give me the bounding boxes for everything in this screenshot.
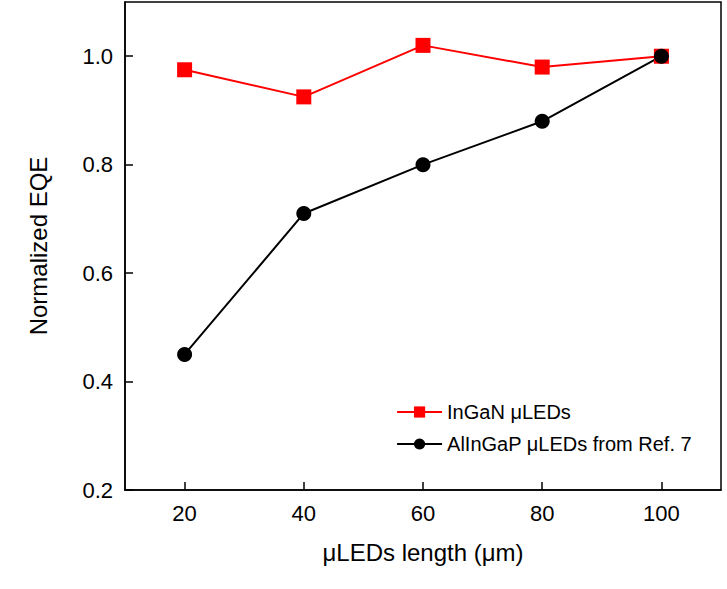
svg-text:0.2: 0.2 [82, 478, 113, 503]
svg-text:40: 40 [292, 501, 316, 526]
svg-text:20: 20 [172, 501, 196, 526]
svg-text:μLEDs length (μm): μLEDs length (μm) [322, 539, 523, 566]
svg-text:Normalized EQE: Normalized EQE [25, 157, 52, 336]
svg-text:100: 100 [643, 501, 680, 526]
svg-text:AlInGaP μLEDs from Ref. 7: AlInGaP μLEDs from Ref. 7 [447, 433, 692, 455]
svg-text:60: 60 [411, 501, 435, 526]
svg-text:80: 80 [530, 501, 554, 526]
svg-text:0.4: 0.4 [82, 369, 113, 394]
svg-text:1.0: 1.0 [82, 44, 113, 69]
svg-text:0.8: 0.8 [82, 152, 113, 177]
svg-text:0.6: 0.6 [82, 261, 113, 286]
svg-text:InGaN μLEDs: InGaN μLEDs [447, 401, 571, 423]
